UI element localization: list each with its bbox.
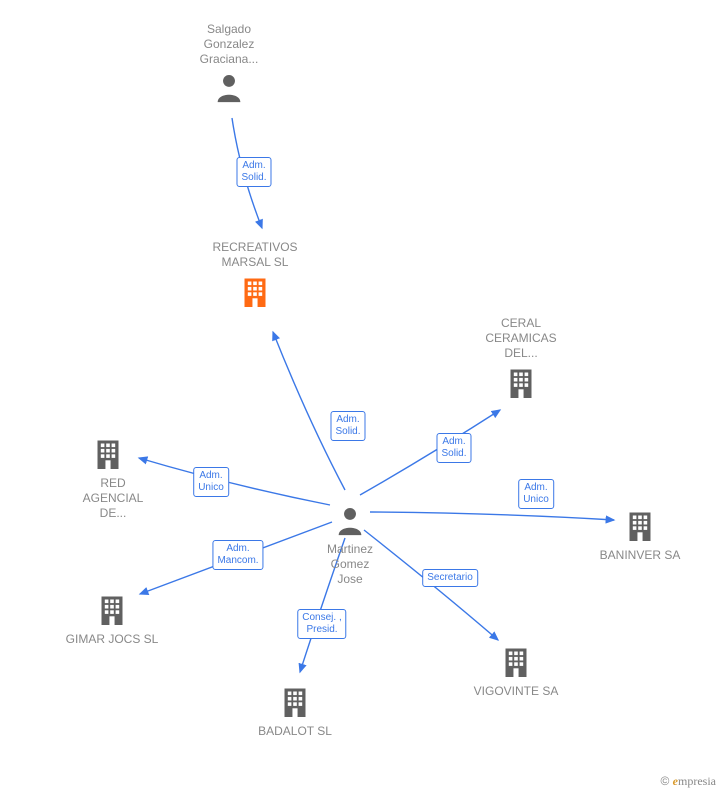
edge-label-martinez-baninver: Adm. Unico (518, 479, 554, 509)
building-icon (90, 436, 126, 476)
node-label: CERAL CERAMICAS DEL... (461, 316, 581, 361)
node-vigovinte[interactable]: VIGOVINTE SA (456, 640, 576, 699)
node-baninver[interactable]: BANINVER SA (580, 504, 700, 563)
edge-label-martinez-red_agencial: Adm. Unico (193, 467, 229, 497)
edge-martinez-ceral (360, 410, 500, 495)
person-icon (212, 71, 246, 109)
node-badalot[interactable]: BADALOT SL (235, 680, 355, 739)
building-icon (277, 684, 313, 724)
edges-layer (0, 0, 728, 795)
node-label: Martinez Gomez Jose (290, 542, 410, 587)
node-label: BADALOT SL (235, 724, 355, 739)
node-salgado[interactable]: Salgado Gonzalez Graciana... (169, 22, 289, 109)
edge-label-salgado-recreativos: Adm. Solid. (236, 157, 271, 187)
brand-rest: mpresia (678, 774, 716, 788)
footer-copyright: © empresia (660, 774, 716, 789)
node-label: RECREATIVOS MARSAL SL (195, 240, 315, 270)
building-icon (622, 508, 658, 548)
building-icon (237, 274, 273, 314)
node-label: BANINVER SA (580, 548, 700, 563)
node-recreativos[interactable]: RECREATIVOS MARSAL SL (195, 240, 315, 314)
node-label: Salgado Gonzalez Graciana... (169, 22, 289, 67)
building-icon (498, 644, 534, 684)
node-label: RED AGENCIAL DE... (53, 476, 173, 521)
edge-label-martinez-badalot: Consej. , Presid. (297, 609, 346, 639)
node-ceral[interactable]: CERAL CERAMICAS DEL... (461, 316, 581, 405)
copyright-symbol: © (660, 774, 669, 788)
node-gimar[interactable]: GIMAR JOCS SL (52, 588, 172, 647)
building-icon (94, 592, 130, 632)
node-red_agencial[interactable]: RED AGENCIAL DE... (53, 432, 173, 521)
building-icon (503, 365, 539, 405)
node-martinez[interactable]: Martinez Gomez Jose (290, 500, 410, 587)
node-label: GIMAR JOCS SL (52, 632, 172, 647)
edge-label-martinez-recreativos: Adm. Solid. (330, 411, 365, 441)
person-icon (333, 504, 367, 542)
edge-label-martinez-gimar: Adm. Mancom. (212, 540, 263, 570)
node-label: VIGOVINTE SA (456, 684, 576, 699)
edge-label-martinez-ceral: Adm. Solid. (436, 433, 471, 463)
edge-label-martinez-vigovinte: Secretario (422, 569, 478, 587)
